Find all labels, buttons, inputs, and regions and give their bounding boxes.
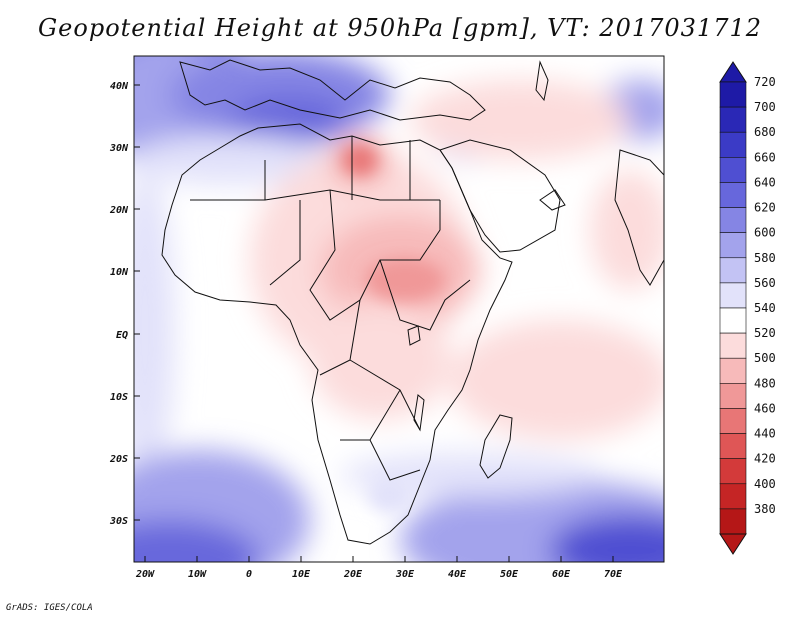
geopotential-field: [134, 56, 664, 562]
lon-label: 60E: [552, 569, 571, 580]
colorbar-top-arrow: [719, 61, 747, 83]
lat-label: 30S: [109, 516, 128, 527]
madagascar-coastline: [479, 414, 513, 479]
map-title: Geopotential Height at 950hPa [gpm], VT:…: [38, 14, 762, 42]
colorbar-label: 540: [754, 301, 776, 315]
colorbar-swatch: [719, 408, 747, 434]
colorbar-swatch: [719, 157, 747, 183]
colorbar-boxes: [719, 81, 747, 535]
lat-label: 40N: [110, 81, 129, 92]
lon-tick-marks: [144, 556, 614, 562]
colorbar-label: 560: [754, 276, 776, 290]
colorbar-label: 520: [754, 326, 776, 340]
colorbar-swatch: [719, 433, 747, 459]
colorbar-label: 420: [754, 452, 776, 466]
lon-label: 10W: [188, 569, 207, 580]
lon-label: 50E: [500, 569, 519, 580]
colorbar-swatch: [719, 131, 747, 158]
lat-tick-marks: [134, 84, 140, 521]
coastlines: [161, 59, 664, 545]
footer-credit: GrADS: IGES/COLA: [6, 603, 93, 613]
lat-label: 20S: [109, 454, 128, 465]
lon-label: 20E: [343, 569, 363, 580]
colorbar-label: 660: [754, 150, 776, 164]
colorbar-label: 380: [754, 502, 776, 516]
lat-label: 30N: [109, 143, 129, 154]
colorbar-swatch: [719, 282, 747, 309]
colorbar-swatch: [719, 257, 747, 284]
lon-label: 40E: [448, 569, 467, 580]
colorbar: 720 700 680 660 640 620 600 580 560 540 520 500 480 4…: [719, 61, 776, 555]
lon-label: 70E: [604, 569, 623, 580]
colorbar-label: 640: [754, 175, 776, 189]
arabia-coastline: [439, 139, 561, 253]
colorbar-label: 400: [754, 477, 776, 491]
lat-label: 20N: [109, 205, 129, 216]
lon-label: 30E: [395, 569, 415, 580]
colorbar-swatch: [719, 182, 747, 208]
lat-label: 10S: [110, 392, 128, 403]
colorbar-label: 440: [754, 427, 776, 441]
colorbar-label: 580: [754, 251, 776, 265]
colorbar-label: 700: [754, 100, 776, 114]
colorbar-swatch: [719, 307, 747, 334]
colorbar-label: 500: [754, 351, 776, 365]
colorbar-label: 460: [754, 401, 776, 415]
colorbar-swatch: [719, 207, 747, 233]
india-coastline: [614, 149, 664, 286]
colorbar-swatch: [719, 383, 747, 409]
colorbar-swatch: [719, 332, 747, 359]
colorbar-swatch: [719, 483, 747, 510]
colorbar-label: 600: [754, 226, 776, 240]
colorbar-swatch: [719, 458, 747, 485]
colorbar-swatch: [719, 106, 747, 133]
colorbar-swatch: [719, 357, 747, 384]
colorbar-label: 480: [754, 376, 776, 390]
lon-label: 10E: [292, 569, 311, 580]
lat-label: EQ: [116, 330, 128, 341]
colorbar-label: 620: [754, 201, 776, 215]
lon-label: 0: [246, 569, 252, 580]
europe-coastline: [179, 59, 486, 121]
colorbar-label: 680: [754, 125, 776, 139]
colorbar-swatch: [719, 508, 747, 535]
lat-label: 10N: [110, 267, 129, 278]
colorbar-swatch: [719, 232, 747, 259]
colorbar-label: 720: [754, 75, 776, 89]
colorbar-swatch: [719, 81, 747, 108]
lon-label: 20W: [135, 569, 155, 580]
map-frame: [133, 55, 665, 563]
colorbar-bottom-arrow: [719, 533, 747, 555]
